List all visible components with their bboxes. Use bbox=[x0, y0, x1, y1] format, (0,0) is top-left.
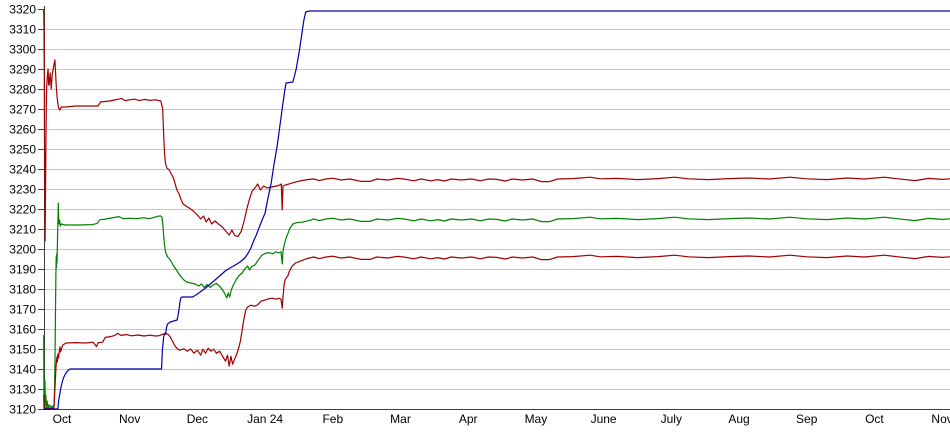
x-month-label: July bbox=[661, 412, 682, 426]
x-month-label: Nov bbox=[931, 412, 950, 426]
y-tick-label: 3240 bbox=[9, 163, 36, 177]
y-tick-label: 3280 bbox=[9, 83, 36, 97]
y-tick-label: 3180 bbox=[9, 283, 36, 297]
y-tick-label: 3120 bbox=[9, 403, 36, 417]
axes-group bbox=[38, 6, 950, 410]
y-tick-label: 3310 bbox=[9, 23, 36, 37]
series-line-blue bbox=[43, 10, 950, 410]
y-tick-label: 3220 bbox=[9, 203, 36, 217]
y-tick-label: 3170 bbox=[9, 303, 36, 317]
series-line-dark-red-upper bbox=[43, 8, 950, 242]
x-month-label: Mar bbox=[390, 412, 411, 426]
x-month-label: Feb bbox=[322, 412, 343, 426]
y-tick-label: 3190 bbox=[9, 263, 36, 277]
x-month-label: Sep bbox=[796, 412, 818, 426]
y-tick-label: 3250 bbox=[9, 143, 36, 157]
x-month-label: Dec bbox=[187, 412, 208, 426]
gridlines-group bbox=[44, 29, 950, 390]
series-line-dark-red-lower bbox=[43, 254, 950, 409]
y-tick-label: 3270 bbox=[9, 103, 36, 117]
x-month-label: June bbox=[591, 412, 617, 426]
series-line-green bbox=[43, 202, 950, 410]
x-month-label: Jan 24 bbox=[247, 412, 283, 426]
y-tick-label: 3300 bbox=[9, 43, 36, 57]
x-month-label: May bbox=[525, 412, 548, 426]
y-tick-label: 3160 bbox=[9, 323, 36, 337]
x-month-label: Nov bbox=[119, 412, 140, 426]
y-tick-label: 3230 bbox=[9, 183, 36, 197]
y-tick-label: 3200 bbox=[9, 243, 36, 257]
y-tick-label: 3150 bbox=[9, 343, 36, 357]
y-tick-label: 3320 bbox=[9, 3, 36, 17]
y-tick-label: 3260 bbox=[9, 123, 36, 137]
series-group bbox=[43, 8, 950, 410]
labels-group: 3320 3310 3300 3290 3280 3270 3260 3250 3240 3230… bbox=[9, 3, 950, 427]
y-tick-label: 3210 bbox=[9, 223, 36, 237]
y-tick-label: 3290 bbox=[9, 63, 36, 77]
x-month-label: Oct bbox=[865, 412, 884, 426]
x-month-label: Aug bbox=[728, 412, 749, 426]
x-month-label: Oct bbox=[53, 412, 72, 426]
x-month-label: Apr bbox=[459, 412, 478, 426]
y-tick-label: 3130 bbox=[9, 383, 36, 397]
y-tick-label: 3140 bbox=[9, 363, 36, 377]
